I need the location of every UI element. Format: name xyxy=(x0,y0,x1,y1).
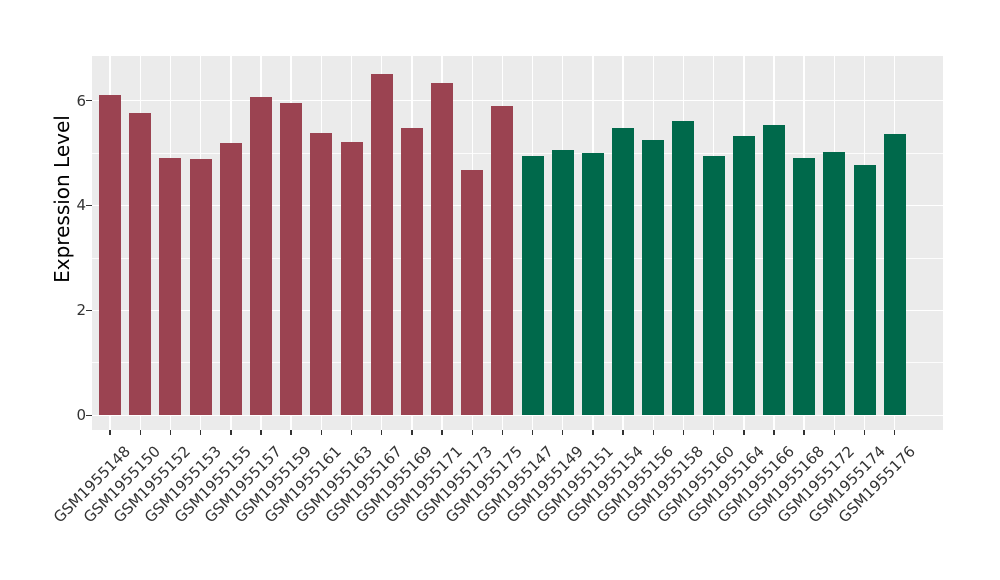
x-tick-mark-GSM1955153 xyxy=(199,430,202,435)
y-tick-mark-2 xyxy=(86,309,92,312)
x-tick-mark-GSM1955172 xyxy=(833,430,836,435)
bar-GSM1955156 xyxy=(642,140,665,416)
bar-GSM1955168 xyxy=(793,158,816,416)
x-tick-mark-GSM1955157 xyxy=(260,430,262,435)
bar-GSM1955158 xyxy=(672,121,695,416)
x-tick-mark-GSM1955159 xyxy=(290,430,292,435)
x-tick-mark-GSM1955176 xyxy=(894,430,896,435)
bar-GSM1955148 xyxy=(99,95,122,416)
bar-GSM1955167 xyxy=(370,73,393,416)
x-tick-mark-GSM1955173 xyxy=(471,430,473,435)
bar-GSM1955150 xyxy=(129,113,152,416)
gridline-minor-y1 xyxy=(92,362,943,364)
bar-GSM1955169 xyxy=(400,128,423,416)
x-tick-mark-GSM1955155 xyxy=(230,430,232,435)
bar-GSM1955160 xyxy=(702,155,725,416)
x-tick-mark-GSM1955168 xyxy=(803,430,805,435)
gridline-major-y0 xyxy=(92,414,943,417)
x-tick-mark-GSM1955166 xyxy=(773,430,775,435)
bar-GSM1955164 xyxy=(732,136,755,416)
bar-GSM1955152 xyxy=(159,157,182,416)
x-tick-mark-GSM1955150 xyxy=(139,430,141,435)
bar-GSM1955161 xyxy=(310,132,333,416)
x-tick-mark-GSM1955151 xyxy=(592,430,594,435)
bar-GSM1955173 xyxy=(461,169,484,416)
bar-GSM1955157 xyxy=(249,96,272,416)
y-tick-label-0: 0 xyxy=(76,406,86,425)
x-tick-mark-GSM1955161 xyxy=(320,430,323,435)
bar-GSM1955175 xyxy=(491,106,514,416)
bar-GSM1955176 xyxy=(883,134,906,416)
x-tick-mark-GSM1955158 xyxy=(682,430,685,435)
x-tick-mark-GSM1955174 xyxy=(863,430,866,435)
x-tick-mark-GSM1955169 xyxy=(411,430,413,435)
gridline-minor-y3 xyxy=(92,257,943,259)
x-tick-mark-GSM1955156 xyxy=(652,430,654,435)
bar-GSM1955171 xyxy=(431,82,454,416)
x-tick-mark-GSM1955164 xyxy=(743,430,745,435)
bar-GSM1955155 xyxy=(219,142,242,416)
bar-GSM1955174 xyxy=(853,165,876,416)
bar-GSM1955166 xyxy=(763,124,785,416)
gridline-major-y2 xyxy=(92,309,943,312)
y-tick-label-2: 2 xyxy=(76,301,86,320)
bar-GSM1955154 xyxy=(612,128,635,416)
gridline-major-y6 xyxy=(92,99,943,102)
bar-GSM1955153 xyxy=(189,158,212,416)
bar-GSM1955151 xyxy=(581,152,604,416)
y-tick-label-6: 6 xyxy=(76,91,86,110)
bar-GSM1955159 xyxy=(280,102,303,416)
gridline-major-y4 xyxy=(92,204,943,207)
x-tick-mark-GSM1955154 xyxy=(622,430,624,435)
x-tick-mark-GSM1955167 xyxy=(381,430,383,435)
y-tick-label-4: 4 xyxy=(76,196,86,215)
gridline-minor-y5 xyxy=(92,152,943,154)
x-tick-mark-GSM1955175 xyxy=(501,430,504,435)
x-tick-mark-GSM1955149 xyxy=(562,430,564,435)
y-tick-mark-6 xyxy=(86,99,92,102)
x-tick-mark-GSM1955152 xyxy=(169,430,172,435)
x-tick-mark-GSM1955147 xyxy=(531,430,534,435)
y-tick-mark-0 xyxy=(86,414,92,416)
y-tick-mark-4 xyxy=(86,204,92,207)
x-tick-mark-GSM1955163 xyxy=(350,430,353,435)
bar-GSM1955172 xyxy=(823,151,846,416)
bar-GSM1955163 xyxy=(340,142,363,416)
x-tick-mark-GSM1955160 xyxy=(712,430,715,435)
plot-panel xyxy=(92,56,943,430)
bar-GSM1955149 xyxy=(551,149,574,416)
x-tick-mark-GSM1955148 xyxy=(109,430,111,435)
x-tick-mark-GSM1955171 xyxy=(441,430,443,435)
bar-GSM1955147 xyxy=(521,155,544,416)
